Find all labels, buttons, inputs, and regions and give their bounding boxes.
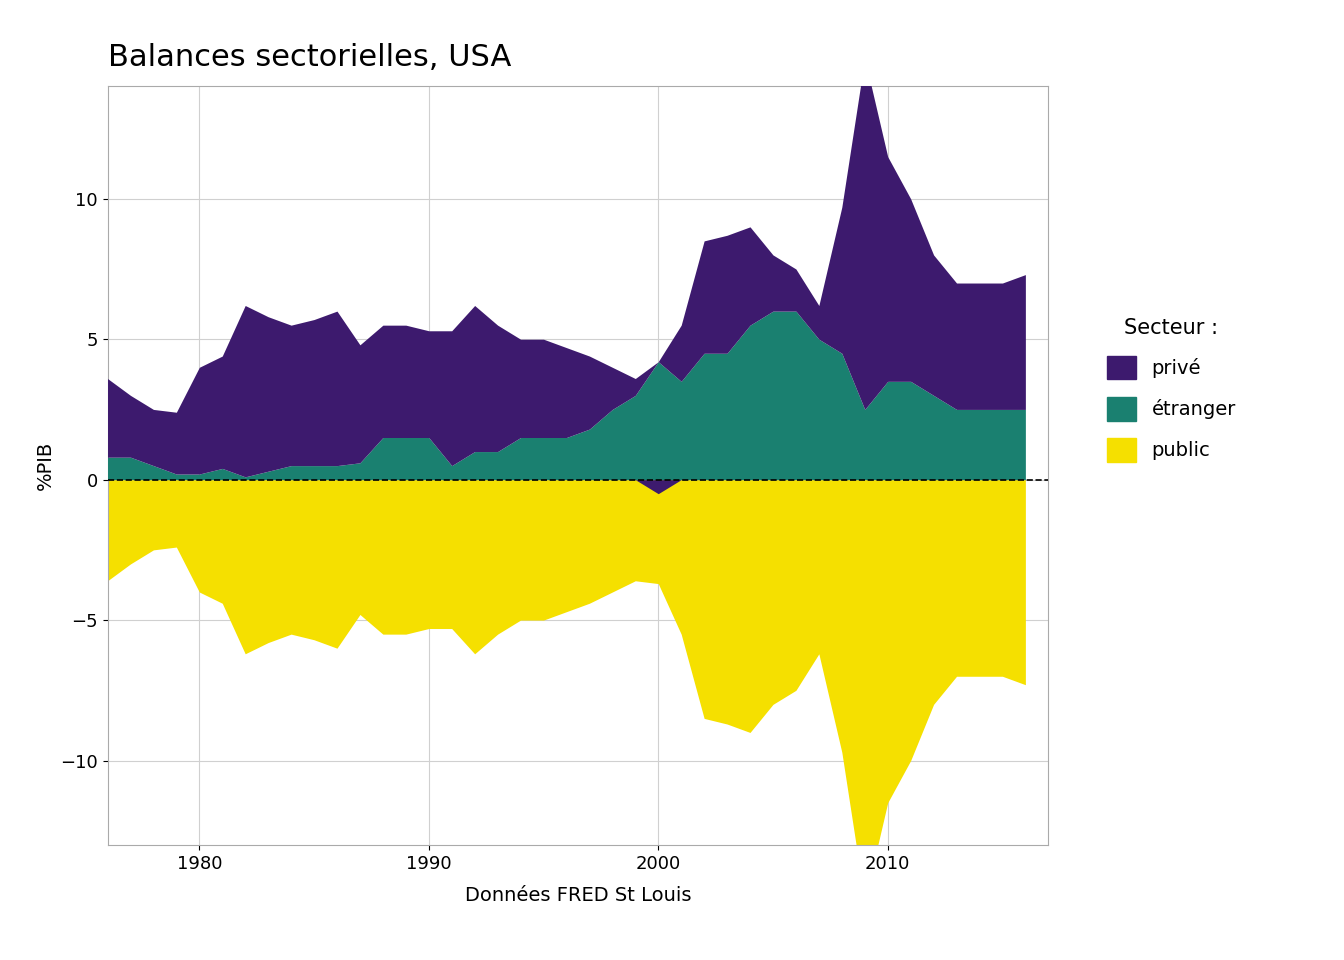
Text: Balances sectorielles, USA: Balances sectorielles, USA [108,42,511,72]
Y-axis label: %PIB: %PIB [35,441,55,491]
X-axis label: Données FRED St Louis: Données FRED St Louis [465,886,691,905]
Legend: privé, étranger, public: privé, étranger, public [1097,308,1246,471]
